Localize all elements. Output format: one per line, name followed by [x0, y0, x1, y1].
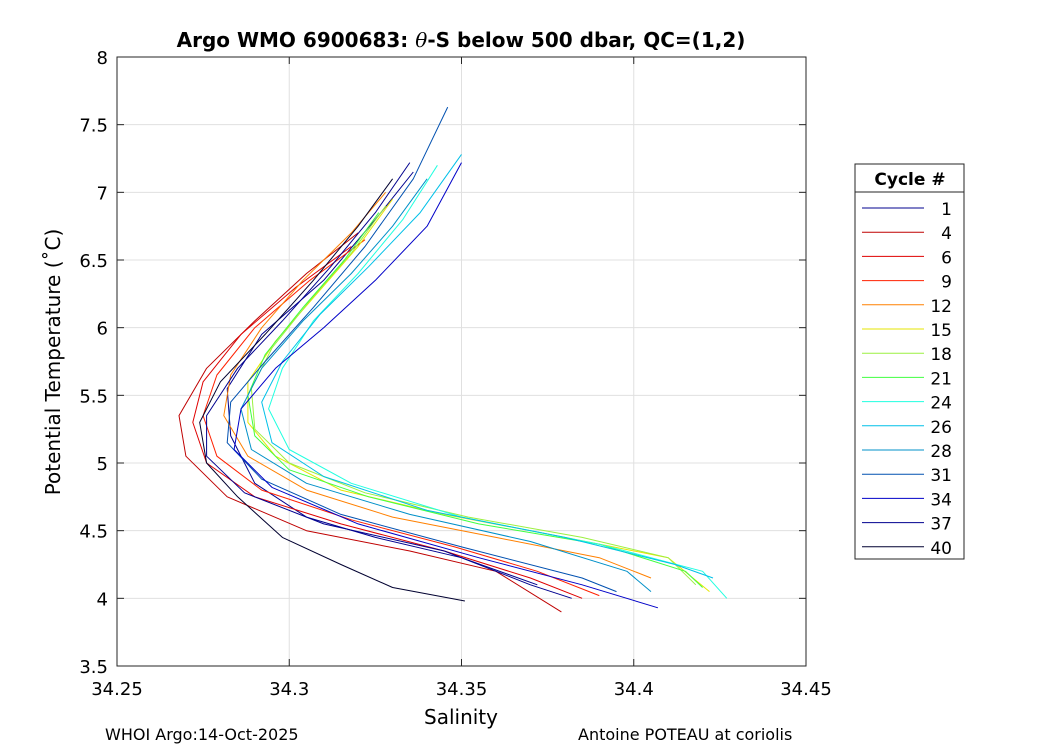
footer-author: Antoine POTEAU at coriolis	[578, 725, 793, 744]
y-tick-label: 5.5	[79, 386, 108, 407]
legend-label-cycle-12: 12	[930, 297, 952, 317]
series-layer	[178, 106, 728, 613]
legend-label-cycle-40: 40	[930, 539, 952, 559]
y-tick-label: 7	[97, 183, 108, 204]
y-axis-label: Potential Temperature (˚C)	[41, 229, 65, 496]
y-tick-labels: 3.5 4 4.5 5 5.5 6 6.5 7 7.5 8	[79, 48, 108, 678]
axis-ticks	[116, 56, 807, 667]
y-tick-label: 5	[97, 454, 108, 475]
legend-label-cycle-26: 26	[930, 418, 952, 438]
y-tick-label: 8	[97, 48, 108, 69]
legend-label-cycle-1: 1	[941, 200, 952, 220]
legend-label-cycle-31: 31	[930, 466, 952, 486]
legend-label-cycle-18: 18	[930, 345, 952, 365]
legend-label-cycle-6: 6	[941, 248, 952, 268]
series-line-cycle-9	[202, 239, 600, 597]
legend-label-cycle-37: 37	[930, 515, 952, 535]
chart-title: Argo WMO 6900683: θ-S below 500 dbar, QC…	[177, 28, 746, 52]
legend-title: Cycle #	[874, 170, 945, 190]
x-tick-label: 34.35	[436, 679, 488, 700]
title-theta: θ	[415, 28, 427, 52]
legend-box	[854, 163, 965, 560]
series-line-cycle-18	[250, 205, 697, 586]
y-tick-label: 3.5	[79, 657, 108, 678]
y-tick-label: 4	[97, 589, 108, 610]
legend-label-cycle-34: 34	[930, 490, 952, 510]
series-line-cycle-4	[178, 232, 562, 613]
y-tick-label: 4.5	[79, 522, 108, 543]
series-line-cycle-21	[247, 212, 703, 588]
series-line-cycle-34	[233, 162, 659, 609]
footer-source: WHOI Argo:14-Oct-2025	[105, 725, 299, 744]
series-line-cycle-37	[206, 162, 572, 599]
series-line-cycle-40	[199, 178, 465, 602]
legend-label-cycle-15: 15	[930, 321, 952, 341]
legend-entries: 1 4 6 9 12 15 18 21 24 26 28 31 34 37 40	[862, 200, 952, 559]
series-line-cycle-12	[223, 191, 652, 579]
x-tick-labels: 34.25 34.3 34.35 34.4 34.45	[91, 679, 832, 700]
series-line-cycle-31	[226, 106, 617, 593]
legend-label-cycle-4: 4	[941, 224, 952, 244]
legend-label-cycle-21: 21	[930, 369, 952, 389]
y-tick-label: 6.5	[79, 251, 108, 272]
title-prefix: Argo WMO 6900683:	[177, 28, 416, 52]
legend-label-cycle-28: 28	[930, 442, 952, 462]
title-suffix: -S below 500 dbar, QC=(1,2)	[427, 28, 745, 52]
x-tick-label: 34.3	[269, 679, 309, 700]
legend: Cycle # 1 4 6 9 12 15 18 21 24 26 28 31 34 37 40	[854, 163, 965, 560]
series-line-cycle-24	[268, 165, 728, 599]
y-tick-label: 7.5	[79, 116, 108, 137]
y-tick-label: 6	[97, 319, 108, 340]
legend-label-cycle-24: 24	[930, 394, 952, 414]
x-tick-label: 34.4	[614, 679, 654, 700]
series-line-cycle-26	[261, 154, 714, 579]
x-tick-label: 34.25	[91, 679, 143, 700]
series-line-cycle-1	[226, 171, 538, 586]
x-axis-label: Salinity	[424, 705, 498, 729]
x-tick-label: 34.45	[780, 679, 832, 700]
legend-label-cycle-9: 9	[941, 273, 952, 293]
series-line-cycle-28	[240, 178, 652, 592]
